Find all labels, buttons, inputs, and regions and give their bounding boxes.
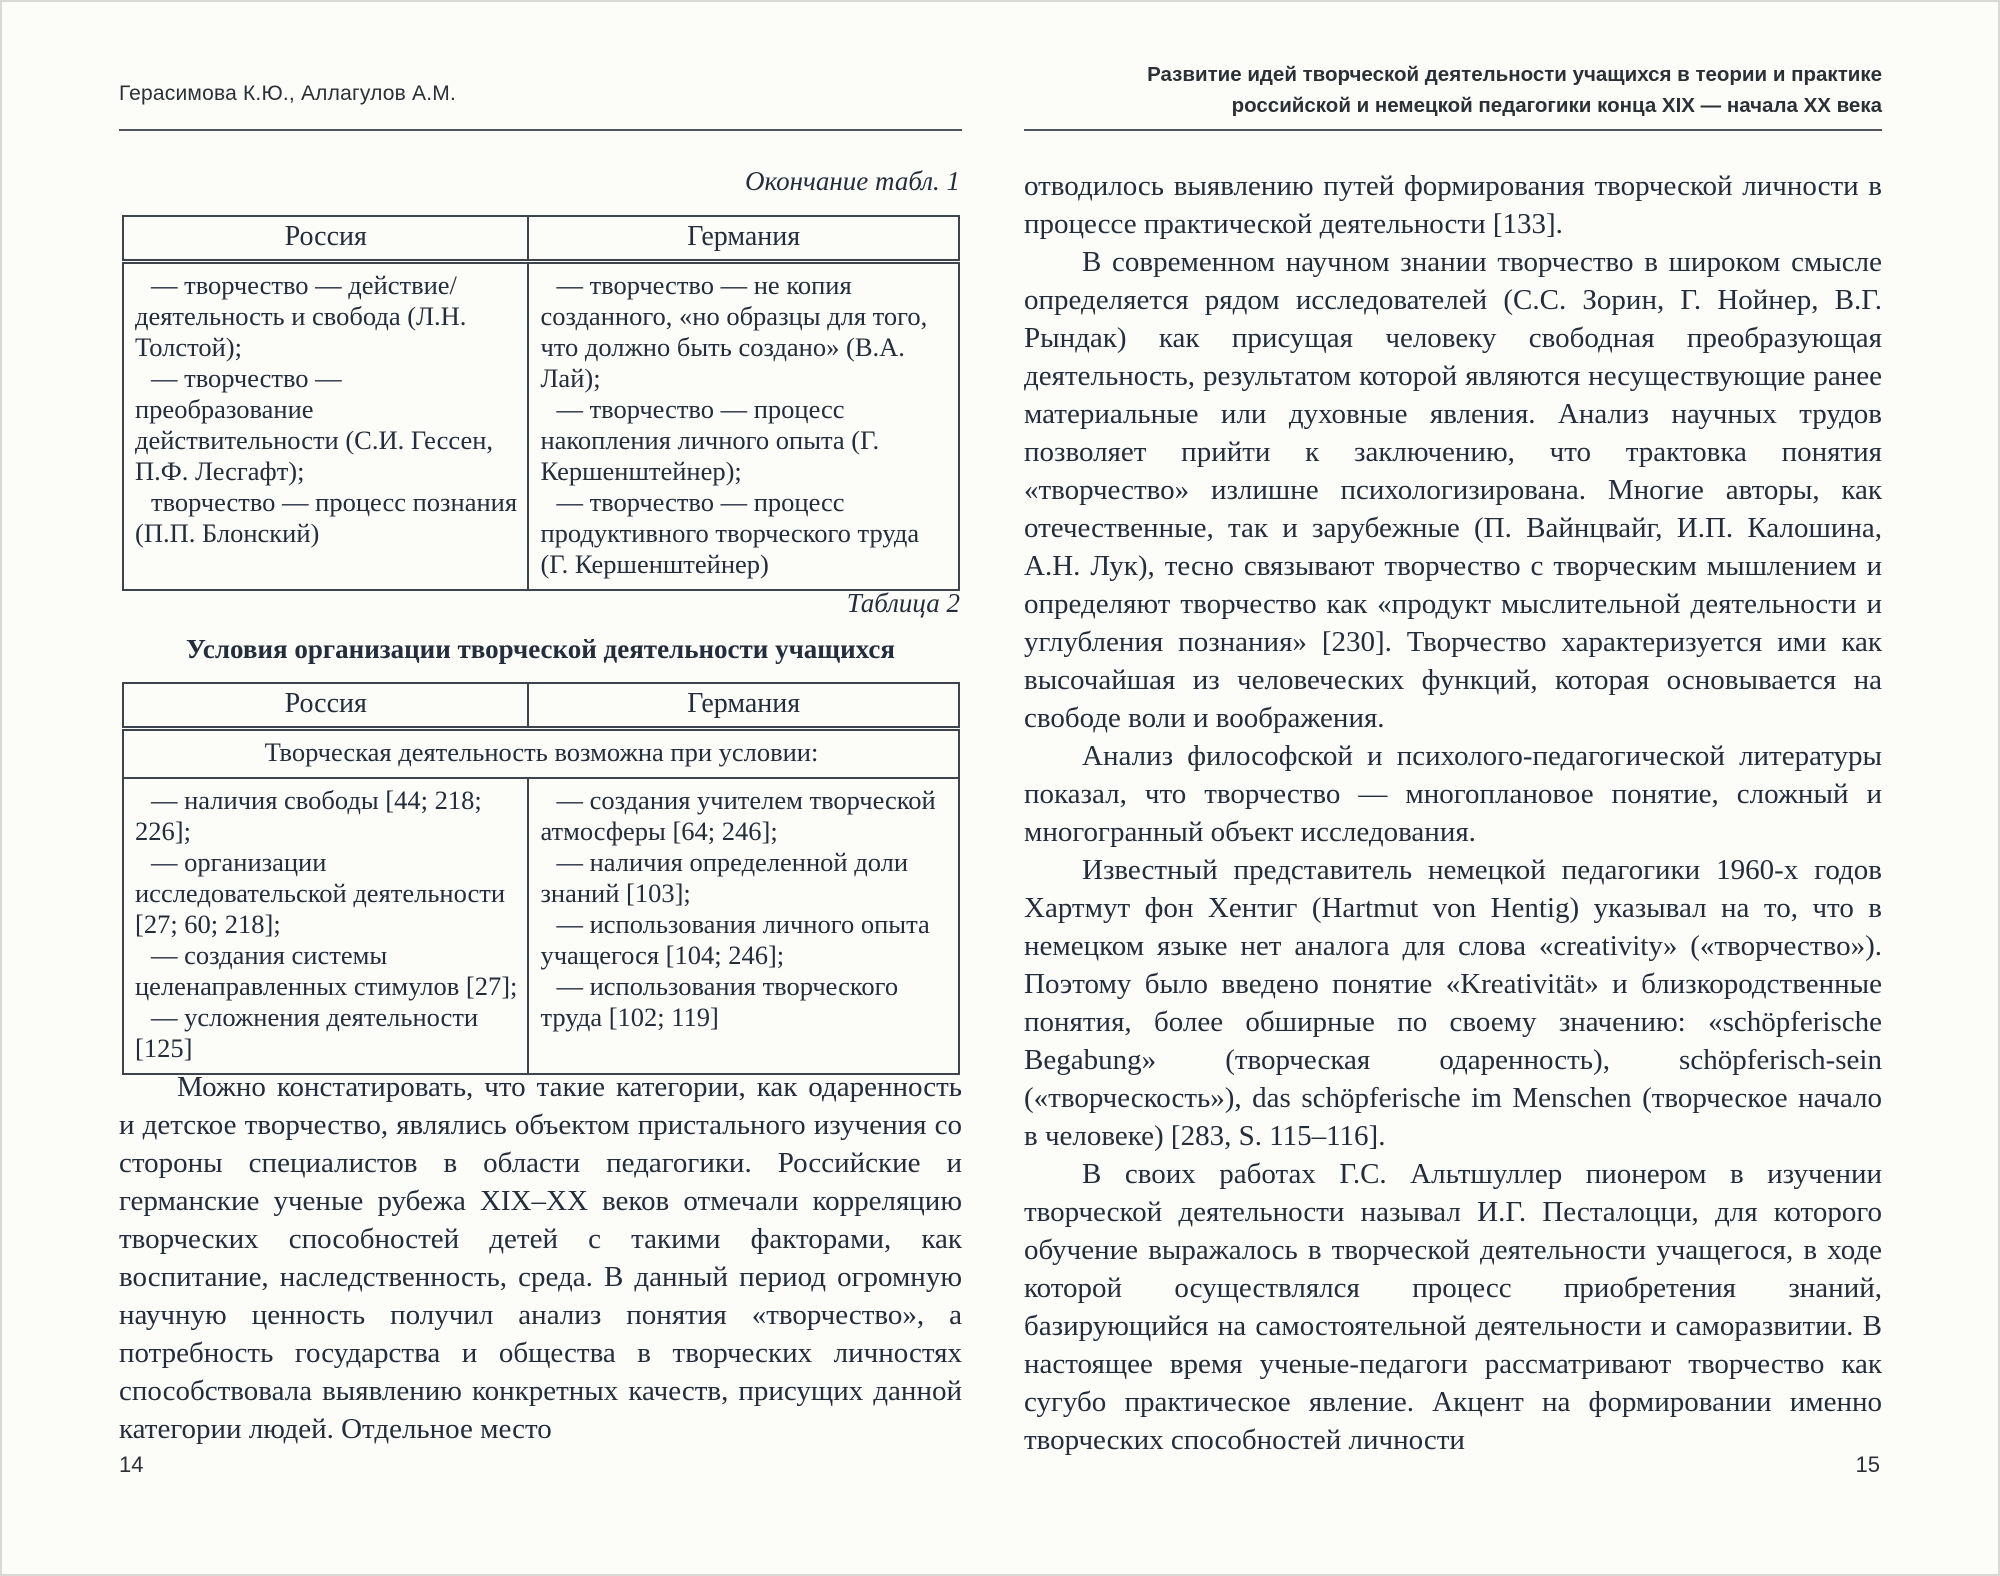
body-paragraph: В своих работах Г.С. Альтшуллер пионером…	[1024, 1158, 1882, 1456]
page-left: Герасимова К.Ю., Аллагулов А.М. Окончани…	[119, 2, 962, 1574]
body-paragraph: Известный представитель немецкой педагог…	[1024, 854, 1882, 1152]
table1-cell-russia: — творчество — действие/деятельность и с…	[121, 260, 530, 591]
body-paragraph: Можно констатировать, что такие категори…	[119, 1071, 962, 1445]
list-item: — использования творческого труда [102; …	[540, 971, 899, 1032]
table2-header-germany: Германия	[527, 682, 960, 731]
list-item: — создания системы целенаправленных стим…	[135, 940, 518, 1001]
running-head-left: Герасимова К.Ю., Аллагулов А.М.	[119, 82, 456, 105]
list-item: творчество — процесс познания (П.П. Блон…	[135, 487, 518, 548]
list-item: — творчество — преобразование действител…	[135, 363, 494, 486]
list-item: — наличия свободы [44; 218; 226];	[135, 785, 482, 846]
table2-body-row: — наличия свободы [44; 218; 226]; — орга…	[121, 777, 960, 1075]
table2-cell-russia: — наличия свободы [44; 218; 226]; — орга…	[121, 777, 530, 1075]
table1-cell-germany: — творчество — не копия созданного, «но …	[527, 260, 960, 591]
body-paragraph: Анализ философской и психолого-педагогич…	[1024, 740, 1882, 848]
table2-condition-cell: Творческая деятельность возможна при усл…	[122, 727, 960, 779]
table1-body-row: — творчество — действие/деятельность и с…	[121, 260, 960, 591]
running-head-right-line1: Развитие идей творческой деятельности уч…	[1147, 63, 1882, 86]
list-item: — использования личного опыта учащегося …	[540, 909, 930, 970]
body-paragraph: В современном научном знании творчество …	[1024, 246, 1882, 734]
table2-caption: Таблица 2	[846, 588, 960, 618]
table2-condition-row: Творческая деятельность возможна при усл…	[122, 727, 960, 779]
list-item: — творчество — процесс продуктивного тво…	[540, 487, 920, 579]
page-right: Развитие идей творческой деятельности уч…	[1024, 2, 1882, 1574]
header-rule-left	[119, 129, 962, 131]
list-item: — творчество — процесс накопления личног…	[540, 394, 880, 486]
table1-definitions: Россия Германия — творчество — действие/…	[121, 215, 960, 591]
body-paragraph: отводилось выявлению путей формирования …	[1024, 170, 1882, 240]
list-item: — усложнения деятельности [125]	[135, 1002, 479, 1063]
page-number-right: 15	[1855, 1452, 1880, 1477]
left-page-body: Можно констатировать, что такие категори…	[119, 1068, 962, 1448]
table1-caption: Окончание табл. 1	[744, 166, 960, 196]
table2-title: Условия организации творческой деятельно…	[186, 634, 895, 664]
table1-header-germany: Германия	[527, 215, 960, 264]
right-page-body: отводилось выявлению путей формирования …	[1024, 167, 1882, 1459]
running-head-right: Развитие идей творческой деятельности уч…	[1024, 59, 1882, 121]
running-head-right-line2: российской и немецкой педагогики конца X…	[1231, 94, 1882, 117]
table1-header-row: Россия Германия	[121, 215, 960, 264]
list-item: — наличия определенной доли знаний [103]…	[540, 847, 909, 908]
header-rule-right	[1024, 129, 1882, 131]
page-number-left: 14	[119, 1452, 144, 1477]
table2-header-row: Россия Германия	[121, 682, 960, 731]
list-item: — творчество — не копия созданного, «но …	[540, 270, 928, 393]
table2-conditions: Россия Германия Творческая деятельность …	[121, 682, 960, 1075]
table2-header-russia: Россия	[121, 682, 530, 731]
table1-header-russia: Россия	[121, 215, 530, 264]
list-item: — творчество — действие/деятельность и с…	[135, 270, 467, 362]
list-item: — создания учителем творческой атмосферы…	[540, 785, 936, 846]
list-item: — организации исследовательской деятельн…	[135, 847, 506, 939]
table2-cell-germany: — создания учителем творческой атмосферы…	[527, 777, 960, 1075]
